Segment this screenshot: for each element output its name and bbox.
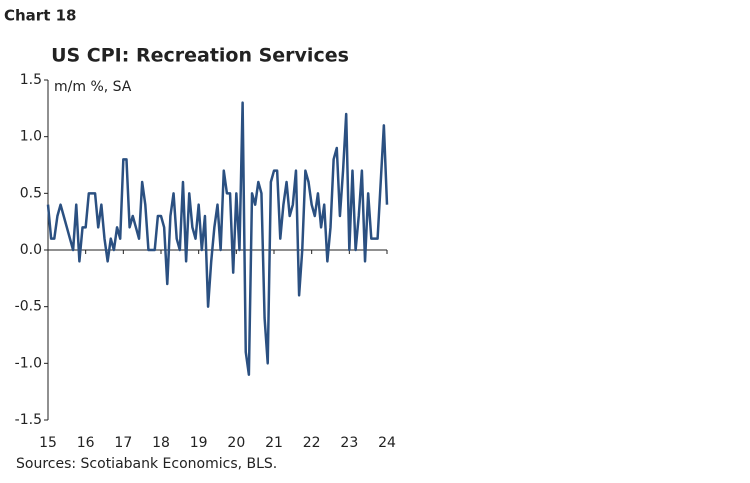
x-tick-label: 21 [265,435,283,451]
x-tick-label: 24 [378,435,396,451]
y-tick-label: -1.5 [15,412,42,428]
x-tick-label: 22 [303,435,321,451]
y-tick-label: 1.5 [20,72,42,88]
x-tick-label: 18 [152,435,170,451]
chart-title: US CPI: Recreation Services [51,45,349,67]
y-tick-label: -1.0 [15,355,42,371]
x-tick-label: 17 [114,435,132,451]
y-tick-label: -0.5 [15,299,42,315]
x-tick-label: 15 [39,435,57,451]
chart-label: Chart 18 [4,7,76,25]
y-tick-label: 1.0 [20,129,42,145]
line-series [46,101,389,376]
source: Sources: Scotiabank Economics, BLS. [16,456,277,472]
x-tick-label: 20 [227,435,245,451]
x-tick-label: 19 [190,435,208,451]
y-axis-label: m/m %, SA [54,79,132,95]
x-tick-label: 16 [77,435,95,451]
x-tick-label: 23 [340,435,358,451]
y-tick-label: 0.0 [20,242,42,258]
y-tick-label: 0.5 [20,185,42,201]
